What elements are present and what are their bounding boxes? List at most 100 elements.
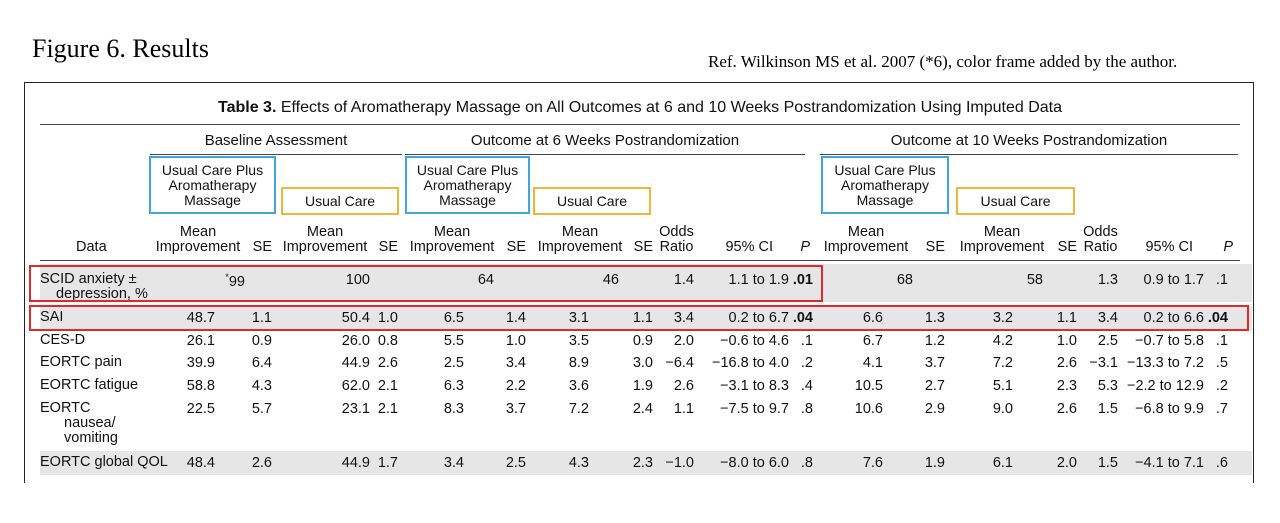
col-header-improvement: Improvement <box>537 239 623 255</box>
table-cell: 3.7 <box>505 401 526 417</box>
col-header-ci: 95% CI <box>1145 239 1193 255</box>
arm-aroma-6w-box: Usual Care Plus Aromatherapy Massage <box>405 156 530 214</box>
col-header-mean: Mean <box>847 224 885 240</box>
col-header-improvement: Improvement <box>282 239 368 255</box>
group-baseline: Baseline Assessment <box>204 132 348 149</box>
table-cell: 6.4 <box>251 355 272 371</box>
row-label-line: CES-D <box>40 332 86 348</box>
table-cell: 5.7 <box>251 401 272 417</box>
table-cell: 0.2 to 6.7 <box>728 310 789 326</box>
table-cell: .1 <box>1215 272 1228 288</box>
table-cell: 6.5 <box>443 310 464 326</box>
table-cell: 2.3 <box>1056 378 1077 394</box>
table-cell: 2.5 <box>443 355 464 371</box>
footnote-marker: * <box>225 272 229 282</box>
row-shade-1 <box>40 264 1252 302</box>
row-label: SAI <box>40 310 63 325</box>
table-cell: 3.4 <box>673 310 694 326</box>
table-cell: 2.7 <box>924 378 945 394</box>
table-cell: .5 <box>1215 355 1228 371</box>
table-cell: 3.7 <box>924 355 945 371</box>
table-cell: −8.0 to 6.0 <box>720 455 789 471</box>
col-header-improvement: Improvement <box>409 239 495 255</box>
table-cell: .8 <box>800 401 813 417</box>
table-cell: 1.0 <box>505 333 526 349</box>
row-label-line: EORTC global QOL <box>40 454 168 470</box>
table-cell: 26.1 <box>186 333 215 349</box>
row-label-line: depression, % <box>56 286 148 302</box>
col-header-improvement: Improvement <box>823 239 909 255</box>
table-cell: 6.3 <box>443 378 464 394</box>
table-cell: 2.4 <box>632 401 653 417</box>
table-cell: −7.5 to 9.7 <box>720 401 789 417</box>
table-cell: 6.6 <box>862 310 883 326</box>
table-cell: .4 <box>800 378 813 394</box>
table-cell: .6 <box>1215 455 1228 471</box>
table-cell: 1.1 to 1.9 <box>728 272 789 288</box>
table-cell: 2.3 <box>632 455 653 471</box>
col-header-p: P <box>1223 239 1233 255</box>
table-cell: 58.8 <box>186 378 215 394</box>
group-10-weeks: Outcome at 10 Weeks Postrandomization <box>890 132 1168 149</box>
table-cell: 0.2 to 6.6 <box>1143 310 1204 326</box>
group-rule-6-weeks <box>405 154 805 155</box>
table-cell: 26.0 <box>341 333 370 349</box>
table-cell: 3.1 <box>568 310 589 326</box>
table-cell: .1 <box>1215 333 1228 349</box>
group-rule-10-weeks <box>820 154 1238 155</box>
col-header-data: Data <box>76 239 107 255</box>
table-cell: 3.6 <box>568 378 589 394</box>
table-cell: 3.5 <box>568 333 589 349</box>
arm-usual-baseline-box: Usual Care <box>281 187 399 215</box>
row-label-line: EORTC fatigue <box>40 377 139 393</box>
arm-aroma-line2: Aromatherapy <box>168 176 257 193</box>
table-cell: −6.4 <box>665 355 694 371</box>
table-cell: 1.0 <box>377 310 398 326</box>
rule-header-bottom <box>40 260 1240 261</box>
table-cell: 22.5 <box>186 401 215 417</box>
col-header-mean: Mean <box>179 224 217 240</box>
row-label-line: EORTC <box>40 400 91 416</box>
arm-usual-label: Usual Care <box>980 192 1051 209</box>
table-cell: 1.3 <box>1097 272 1118 288</box>
table-cell: 7.6 <box>862 455 883 471</box>
table-cell: 5.1 <box>992 378 1013 394</box>
table-cell: 6.1 <box>992 455 1013 471</box>
arm-usual-10w-box: Usual Care <box>956 187 1075 215</box>
table-label: Table 3. <box>218 99 277 116</box>
table-cell: 1.9 <box>924 455 945 471</box>
table-cell: 2.0 <box>673 333 694 349</box>
col-header-ci: 95% CI <box>725 239 773 255</box>
row-label-line: SCID anxiety ± <box>40 271 137 287</box>
table-cell: 1.2 <box>924 333 945 349</box>
table-cell: 8.3 <box>443 401 464 417</box>
col-header-se: SE <box>252 239 272 255</box>
col-header-improvement: Improvement <box>959 239 1045 255</box>
table-cell: 7.2 <box>568 401 589 417</box>
arm-aroma-line2: Aromatherapy <box>841 176 929 193</box>
table-cell: 23.1 <box>341 401 370 417</box>
row-label-line: nausea/ <box>64 415 116 431</box>
table-cell: .2 <box>1215 378 1228 394</box>
table-cell: 1.4 <box>673 272 694 288</box>
table-cell: 2.6 <box>1056 401 1077 417</box>
table-cell: 1.4 <box>505 310 526 326</box>
col-header-improvement: Improvement <box>155 239 241 255</box>
row-label: EORTC nausea/vomiting <box>40 401 118 446</box>
table-cell: 3.0 <box>632 355 653 371</box>
arm-usual-label: Usual Care <box>304 192 376 209</box>
table-cell: −1.0 <box>665 455 694 471</box>
table-title: Table 3. Effects of Aromatherapy Massage… <box>0 99 1280 117</box>
table-cell: 3.4 <box>1097 310 1118 326</box>
table-cell: .01 <box>792 272 813 288</box>
table-cell: .04 <box>792 310 813 326</box>
arm-aroma-line3: Massage <box>439 191 496 208</box>
table-cell: 50.4 <box>341 310 370 326</box>
table-cell: 1.1 <box>632 310 653 326</box>
table-cell: 5.5 <box>443 333 464 349</box>
row-label: SCID anxiety ± depression, % <box>40 272 148 302</box>
table-cell: 1.5 <box>1097 455 1118 471</box>
table-cell: 9.0 <box>992 401 1013 417</box>
table-cell: 2.6 <box>673 378 694 394</box>
row-shade-2 <box>40 306 1252 330</box>
